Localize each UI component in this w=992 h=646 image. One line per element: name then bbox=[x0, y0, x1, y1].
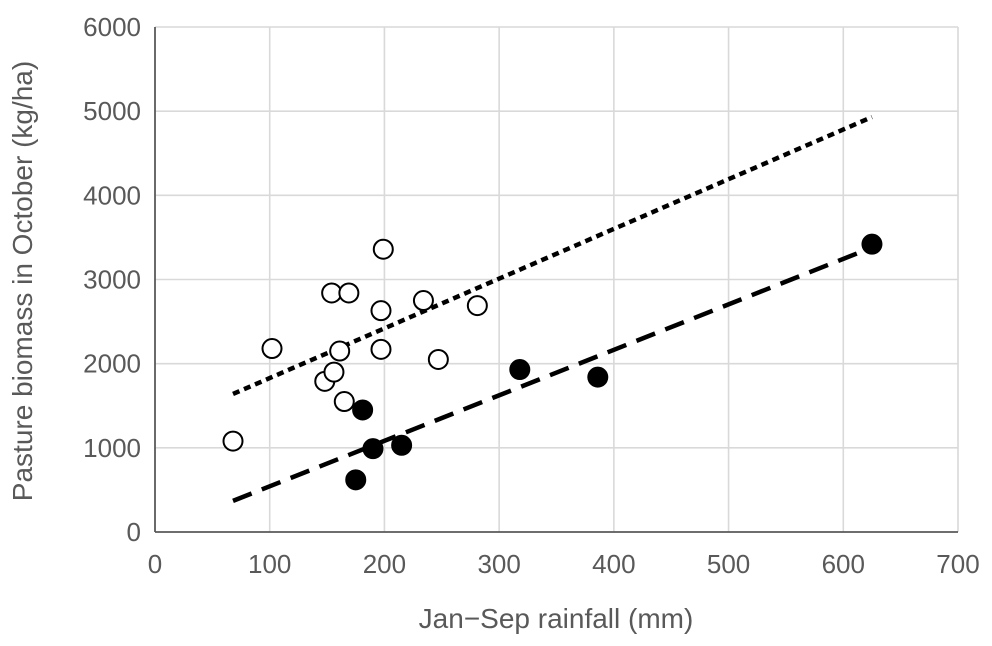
open-point bbox=[329, 340, 351, 362]
open-point bbox=[333, 391, 355, 413]
open-point bbox=[427, 348, 449, 370]
y-tick-labels: 0 1000 2000 3000 4000 5000 6000 bbox=[83, 12, 141, 547]
filled-point bbox=[509, 359, 531, 381]
trendline-series-2 bbox=[232, 245, 873, 503]
y-tick-label: 1000 bbox=[83, 433, 141, 463]
filled-point bbox=[861, 233, 883, 255]
open-point bbox=[323, 361, 345, 383]
open-point bbox=[370, 338, 392, 360]
y-tick-label: 4000 bbox=[83, 180, 141, 210]
open-point bbox=[466, 295, 488, 317]
y-tick-label: 6000 bbox=[83, 12, 141, 42]
open-point bbox=[222, 430, 244, 452]
x-tick-label: 700 bbox=[936, 549, 979, 579]
filled-point bbox=[345, 469, 367, 491]
axes bbox=[154, 27, 958, 533]
x-tick-labels: 0 100 200 300 400 500 600 700 bbox=[148, 549, 980, 579]
x-tick-label: 0 bbox=[148, 549, 162, 579]
y-tick-label: 0 bbox=[127, 517, 141, 547]
x-tick-label: 500 bbox=[707, 549, 750, 579]
open-point bbox=[412, 290, 434, 312]
trendline-series-1 bbox=[232, 114, 873, 397]
data-points bbox=[222, 233, 883, 491]
filled-point bbox=[391, 434, 413, 456]
x-tick-label: 100 bbox=[248, 549, 291, 579]
open-point bbox=[338, 282, 360, 304]
filled-point bbox=[352, 399, 374, 421]
y-tick-label: 3000 bbox=[83, 265, 141, 295]
x-tick-label: 200 bbox=[363, 549, 406, 579]
x-tick-label: 600 bbox=[822, 549, 865, 579]
y-axis-title: Pasture biomass in October (kg/ha) bbox=[7, 61, 38, 501]
y-tick-label: 5000 bbox=[83, 96, 141, 126]
open-point bbox=[261, 338, 283, 360]
open-point bbox=[372, 238, 394, 260]
x-axis-title: Jan−Sep rainfall (mm) bbox=[419, 603, 694, 634]
open-point bbox=[370, 300, 392, 322]
filled-point bbox=[362, 438, 384, 460]
x-tick-label: 300 bbox=[477, 549, 520, 579]
filled-point bbox=[587, 366, 609, 388]
trend-lines bbox=[232, 114, 873, 503]
grid-lines bbox=[155, 26, 959, 532]
y-tick-label: 2000 bbox=[83, 349, 141, 379]
open-point bbox=[321, 282, 343, 304]
x-tick-label: 400 bbox=[592, 549, 635, 579]
